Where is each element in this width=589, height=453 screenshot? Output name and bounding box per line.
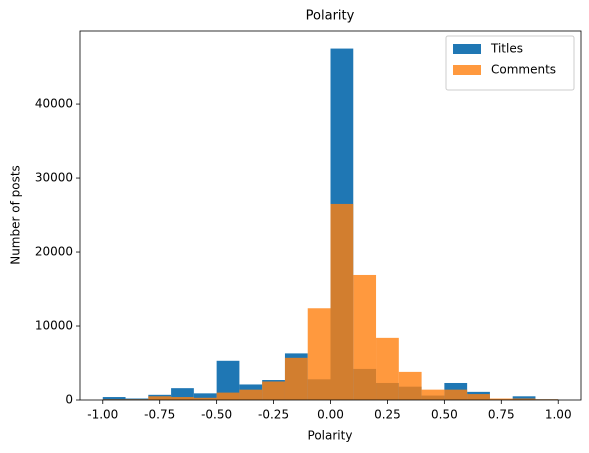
x-tick-label: 0.00 bbox=[317, 408, 344, 422]
x-tick-label: 0.25 bbox=[374, 408, 401, 422]
legend-label: Titles bbox=[490, 42, 523, 56]
legend-label: Comments bbox=[491, 63, 556, 77]
bar bbox=[102, 397, 126, 400]
x-tick-label: 1.00 bbox=[545, 408, 572, 422]
bar bbox=[512, 398, 536, 400]
bar bbox=[193, 393, 217, 400]
bar bbox=[216, 392, 240, 400]
bar bbox=[353, 274, 377, 400]
x-tick-label: -1.00 bbox=[87, 408, 118, 422]
y-tick-label: 10000 bbox=[35, 319, 73, 333]
y-tick-label: 0 bbox=[65, 393, 73, 407]
bar bbox=[330, 203, 354, 400]
bar bbox=[171, 397, 194, 400]
y-tick-label: 40000 bbox=[35, 97, 73, 111]
bar bbox=[262, 381, 285, 400]
x-axis-label: Polarity bbox=[308, 429, 353, 443]
bar bbox=[421, 389, 445, 400]
bar bbox=[376, 337, 399, 400]
bar bbox=[489, 398, 513, 400]
bar bbox=[125, 398, 149, 400]
bar bbox=[193, 397, 217, 400]
y-tick-label: 30000 bbox=[35, 171, 73, 185]
bar bbox=[239, 389, 263, 400]
bar bbox=[467, 394, 490, 400]
x-tick-label: -0.75 bbox=[144, 408, 175, 422]
chart-title: Polarity bbox=[306, 9, 355, 24]
y-tick-label: 20000 bbox=[35, 245, 73, 259]
bar bbox=[307, 308, 331, 400]
legend-swatch bbox=[453, 65, 481, 75]
bar bbox=[216, 360, 240, 400]
x-tick-label: -0.50 bbox=[201, 408, 232, 422]
legend-swatch bbox=[453, 44, 481, 54]
x-tick-label: 0.75 bbox=[488, 408, 515, 422]
bar bbox=[512, 396, 536, 400]
bar bbox=[284, 357, 308, 400]
x-tick-label: -0.25 bbox=[258, 408, 289, 422]
x-tick-label: 0.50 bbox=[431, 408, 458, 422]
y-axis-label: Number of posts bbox=[9, 165, 23, 265]
bar bbox=[171, 388, 194, 400]
bar bbox=[444, 389, 468, 400]
bar bbox=[148, 396, 172, 400]
bar bbox=[398, 371, 422, 400]
